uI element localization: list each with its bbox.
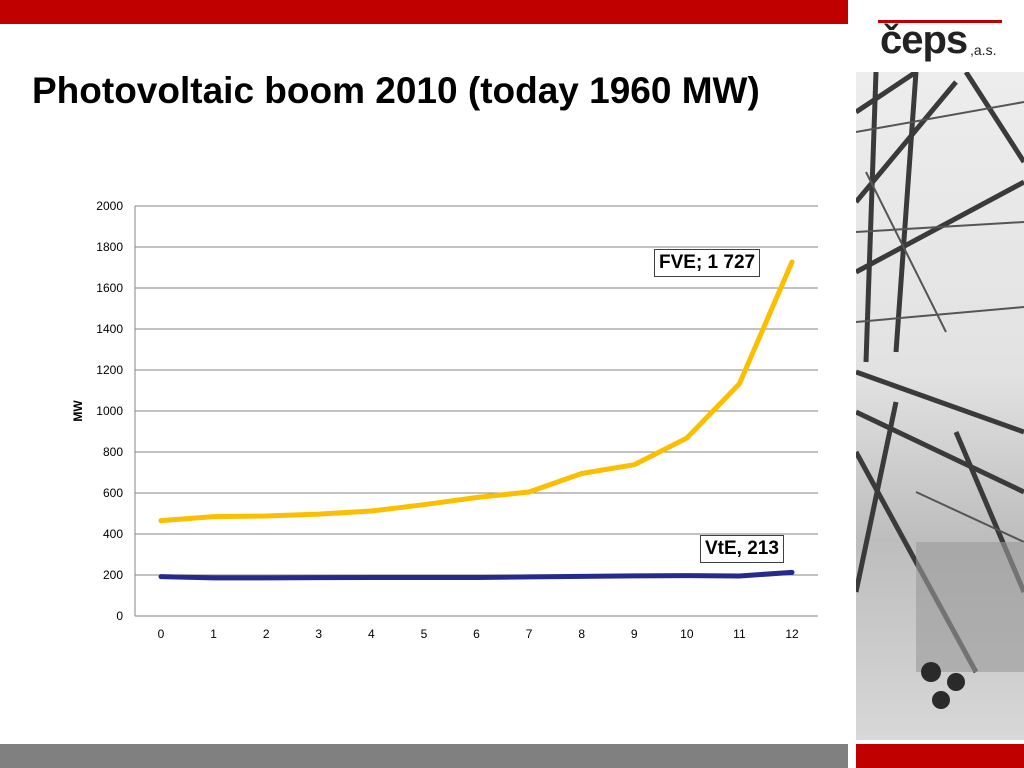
series-lines: [158, 259, 795, 581]
y-tick-label: 600: [103, 486, 123, 500]
y-tick-label: 1400: [96, 322, 123, 336]
y-axis-label: MW: [71, 400, 85, 422]
vte-data-label: VtE, 213: [700, 535, 784, 563]
y-tick-label: 2000: [96, 199, 123, 213]
x-tick-label: 1: [210, 627, 217, 641]
top-accent-bar: [0, 0, 848, 24]
y-tick-labels: 0 200 400 600 800 1000 1200 1400 1600 1800 2000: [96, 199, 123, 623]
y-tick-label: 200: [103, 568, 123, 582]
y-tick-label: 1000: [96, 404, 123, 418]
x-tick-label: 7: [526, 627, 533, 641]
x-tick-label: 4: [368, 627, 375, 641]
y-tick-label: 1800: [96, 240, 123, 254]
y-tick-label: 1200: [96, 363, 123, 377]
series-line-vte: [158, 569, 795, 581]
steel-tower-photo: [856, 72, 1024, 740]
fve-data-label: FVE; 1 727: [654, 249, 761, 277]
x-tick-label: 12: [785, 627, 799, 641]
y-tick-label: 0: [116, 609, 123, 623]
x-tick-label: 11: [733, 627, 746, 641]
series-line-fve: [158, 259, 795, 524]
x-tick-label: 6: [473, 627, 480, 641]
x-tick-labels: 0 1 2 3 4 5 6 7 8 9 10 11 12: [158, 627, 799, 641]
x-tick-label: 3: [315, 627, 322, 641]
company-logo: čeps ,a.s.: [878, 14, 1008, 64]
y-tick-label: 800: [103, 445, 123, 459]
x-tick-label: 10: [680, 627, 694, 641]
footer-gray-bar: [0, 744, 848, 768]
x-tick-label: 8: [578, 627, 585, 641]
logo-wordmark: čeps: [880, 18, 968, 62]
x-tick-label: 0: [158, 627, 165, 641]
y-tick-label: 400: [103, 527, 123, 541]
logo-rule: [878, 20, 1002, 23]
x-tick-label: 5: [421, 627, 428, 641]
logo-suffix: ,a.s.: [970, 42, 997, 58]
y-tick-label: 1600: [96, 281, 123, 295]
x-tick-label: 9: [631, 627, 638, 641]
page-title: Photovoltaic boom 2010 (today 1960 MW): [32, 70, 760, 111]
x-tick-label: 2: [263, 627, 270, 641]
line-chart: 0 200 400 600 800 1000 1200 1400 1600 1800 2000 0 1…: [71, 199, 818, 641]
footer-red-bar: [856, 744, 1024, 768]
